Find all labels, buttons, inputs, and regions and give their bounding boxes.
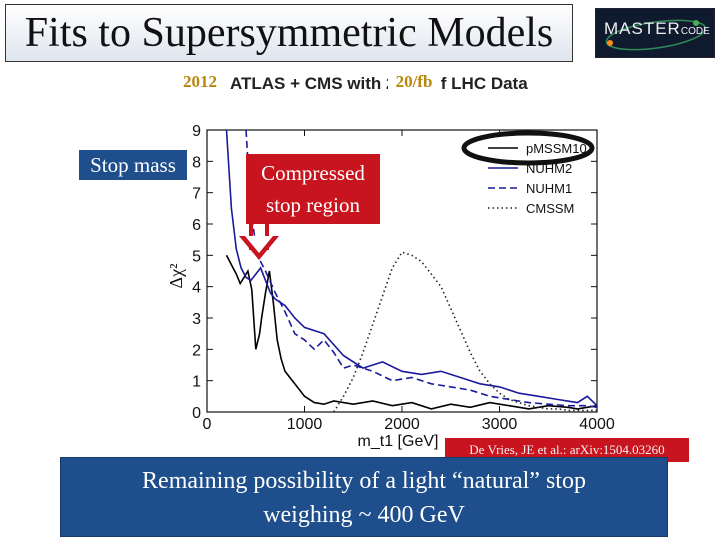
y-tick-label: 3 xyxy=(192,311,201,328)
compressed-line1: Compressed xyxy=(261,161,365,185)
x-axis-label: m_t1 [GeV] xyxy=(358,433,439,450)
y-tick-label: 5 xyxy=(192,248,201,265)
legend-label: CMSSM xyxy=(526,201,574,216)
logo-code-text: CODE xyxy=(680,26,710,37)
lumi-overlay: 20/fb xyxy=(388,70,440,94)
red-arrow-icon xyxy=(239,220,279,260)
y-tick-label: 0 xyxy=(192,405,201,422)
series-line-cmssm xyxy=(333,251,597,413)
x-tick-label: 2000 xyxy=(384,416,420,433)
title-bar: Fits to Supersymmetric Models xyxy=(5,4,573,62)
legend-label: NUHM1 xyxy=(526,181,572,196)
stop-mass-label: Stop mass xyxy=(79,150,187,180)
y-tick-label: 4 xyxy=(192,280,201,297)
series-line-pmssm10 xyxy=(225,254,598,410)
mastercode-logo: MASTERCODE xyxy=(595,8,715,58)
y-tick-label: 8 xyxy=(192,154,201,171)
y-tick-label: 9 xyxy=(192,123,201,140)
logo-orbit-icon xyxy=(605,19,707,51)
legend-highlight-ring xyxy=(461,130,595,166)
x-tick-label: 4000 xyxy=(579,416,615,433)
series-line-nuhm2 xyxy=(225,129,598,407)
logo-master-text: MASTER xyxy=(604,19,681,38)
conclusion-line2: weighing ~ 400 GeV xyxy=(263,502,465,528)
year-overlay: 2012 xyxy=(176,70,224,94)
y-tick-label: 1 xyxy=(192,374,201,391)
compressed-line2: stop region xyxy=(266,193,360,217)
y-tick-label: 6 xyxy=(192,217,201,234)
x-tick-label: 0 xyxy=(203,416,212,433)
legend-label: pMSSM10 xyxy=(526,141,587,156)
y-tick-label: 2 xyxy=(192,342,201,359)
chart-header: ATLAS + CMS with 20/fb of LHC Data xyxy=(230,74,528,93)
conclusion-line1: Remaining possibility of a light “natura… xyxy=(142,468,586,494)
x-tick-label: 1000 xyxy=(287,416,323,433)
compressed-stop-label: Compressed stop region xyxy=(246,154,380,224)
slide-title: Fits to Supersymmetric Models xyxy=(24,10,554,56)
x-tick-label: 3000 xyxy=(482,416,518,433)
y-axis-label: Δχ² xyxy=(166,264,186,289)
conclusion-box: Remaining possibility of a light “natura… xyxy=(60,457,668,537)
logo-text: MASTERCODE xyxy=(604,19,710,39)
y-tick-label: 7 xyxy=(192,186,201,203)
